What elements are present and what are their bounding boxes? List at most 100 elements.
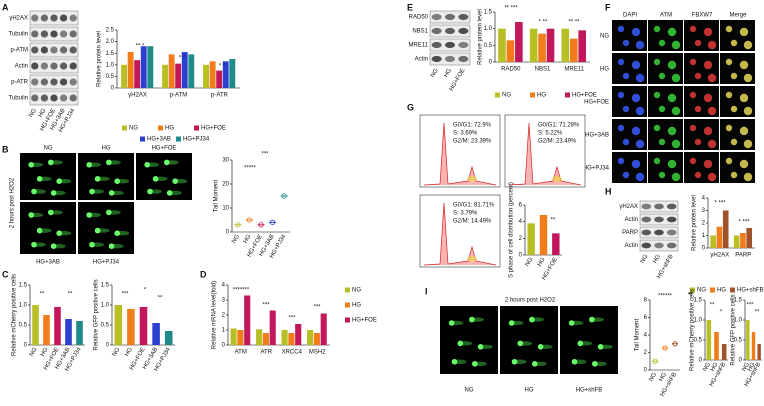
if-nucleus [743,73,753,83]
if-nucleus [694,105,702,113]
significance: ** [40,292,45,298]
bar [569,38,578,62]
legend-swatch [495,92,500,98]
y-tick-label: 4 [644,333,648,339]
legend-label: HG+shFB [737,288,764,294]
comet-title: 2 hours post H2O2 [10,177,16,228]
if-nucleus [671,73,681,83]
y-axis-label: Relative GFP positive cells [94,279,100,350]
y-tick-label: 0 [222,343,226,349]
bar [546,28,555,63]
significance: ** [755,310,760,316]
comet-head [589,316,595,323]
y-tick-label: 3 [222,298,226,304]
comet-head [568,320,575,326]
if-nucleus [671,139,681,149]
if-nucleus [617,58,625,66]
x-tick-label: ATM [235,350,247,356]
significance: *** [746,303,754,309]
if-nucleus [658,171,666,179]
blot-lane-label: NG [640,254,650,265]
y-tick-label: 0 [24,343,28,349]
if-nucleus [622,39,630,47]
significance: *** [313,305,321,311]
if-nucleus [739,126,749,136]
comet-head [532,361,538,367]
bar [203,64,210,88]
mean-point [652,358,658,364]
y-tick-label: 1.5 [106,51,115,57]
bar [222,61,229,88]
comet-head [529,316,535,323]
comet-head [597,344,604,350]
significance: ** [68,292,73,298]
bar [710,235,716,248]
bar [295,324,302,345]
blot-band [666,229,677,236]
legend-swatch [158,125,163,131]
legend-label: NG [502,93,511,99]
blot-band [40,94,49,102]
comet-head [114,230,120,236]
blot-band [69,78,77,86]
comet-head [31,241,37,248]
if-nucleus [631,93,641,103]
x-tick-label: HG [243,234,253,245]
if-column-label: ATM [660,13,672,19]
panel-letter: I [425,286,428,296]
comet-head [144,161,150,168]
bar [127,52,134,88]
y-tick-label: 1.5 [484,10,493,16]
blot-band [59,14,68,22]
if-column-label: DAPI [623,13,637,19]
comet-head [56,230,62,236]
if-nucleus [725,58,733,66]
if-nucleus [631,27,641,37]
comet-head [114,178,120,184]
bar [320,313,327,345]
if-nucleus [635,106,645,116]
blot-row-label: NBS1 [412,29,428,35]
bar [127,309,135,345]
bar [269,310,276,345]
if-row-label: HG [600,67,609,73]
x-tick-label: ATR [260,350,272,356]
bar [209,61,216,88]
bar [538,33,546,62]
legend-swatch [122,125,127,131]
y-tick-label: 0.5 [694,338,703,344]
if-nucleus [622,171,630,179]
blot-band [458,13,469,21]
bar [757,344,761,360]
significance: *** [261,152,269,158]
if-row-label: HG+3AB [585,133,609,139]
y-tick-label: 3 [702,208,706,214]
flow-stat: G2/M: 23.49% [538,139,577,145]
x-tick-label: HG [747,362,757,373]
y-tick-label: 2.0 [106,39,115,45]
if-nucleus [667,60,677,70]
bar [229,59,236,88]
comet-image [136,153,192,200]
significance: * ** [539,20,548,26]
x-tick-label: HG [40,347,50,358]
if-nucleus [694,138,702,146]
mean-point [672,341,678,347]
blot-band [50,78,58,86]
significance: ** [551,218,556,224]
y-tick-label: 30 [222,158,229,164]
mean-point [269,219,276,225]
blot-band [666,216,677,223]
blot-row-label: PARP [622,230,638,236]
legend-label: HG [537,93,546,99]
bar [43,315,50,345]
if-row-label: HG+PJ34 [583,166,610,172]
if-nucleus [653,25,661,33]
x-tick-label: MSH2 [309,350,326,356]
bar [506,40,515,62]
if-nucleus [622,72,630,80]
blot-band [59,78,68,86]
blot-band [641,229,652,236]
y-tick-label: 1.0 [484,26,493,32]
flow-box [419,114,501,188]
